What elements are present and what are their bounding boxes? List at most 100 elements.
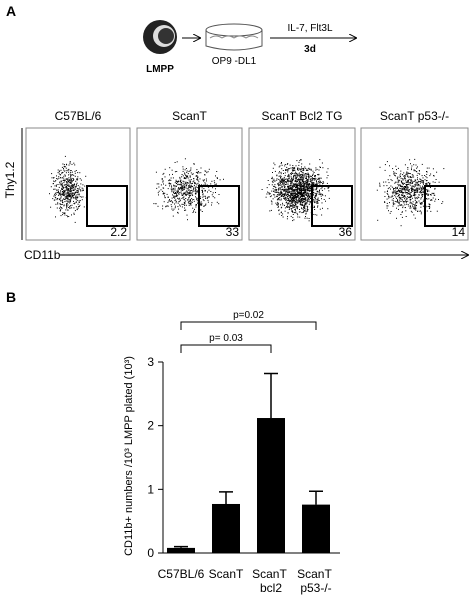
event-dot (282, 195, 284, 197)
event-dot (216, 171, 218, 172)
event-dot (393, 171, 395, 173)
event-dot (288, 194, 289, 196)
event-dot (379, 185, 381, 187)
event-dot (323, 199, 325, 200)
event-dot (416, 191, 418, 193)
event-dot (69, 199, 71, 201)
event-dot (71, 184, 73, 186)
event-dot (398, 191, 400, 193)
event-dot (290, 176, 292, 178)
event-dot (296, 174, 298, 175)
event-dot (192, 191, 194, 193)
event-dot (68, 189, 70, 191)
event-dot (178, 187, 180, 188)
event-dot (293, 183, 295, 185)
event-dot (191, 173, 193, 175)
event-dot (76, 191, 78, 193)
event-dot (426, 177, 428, 179)
event-dot (415, 171, 417, 172)
event-dot (296, 179, 298, 181)
event-dot (401, 189, 403, 190)
event-dot (175, 195, 177, 197)
event-dot (65, 197, 67, 199)
event-dot (292, 198, 294, 200)
event-dot (78, 201, 80, 203)
event-dot (397, 187, 398, 189)
event-dot (66, 215, 68, 216)
event-dot (60, 194, 62, 196)
event-dot (296, 194, 298, 196)
event-dot (261, 189, 263, 190)
event-dot (71, 186, 73, 188)
event-dot (310, 169, 312, 171)
event-dot (395, 175, 396, 177)
event-dot (70, 170, 72, 171)
event-dot (301, 178, 303, 180)
event-dot (188, 192, 190, 194)
event-dot (66, 178, 68, 180)
event-dot (188, 185, 190, 187)
event-dot (411, 188, 413, 190)
event-dot (64, 170, 66, 172)
event-dot (436, 210, 438, 212)
event-dot (61, 166, 63, 168)
event-dot (283, 179, 285, 181)
event-dot (57, 178, 59, 180)
event-dot (421, 175, 423, 177)
event-dot (291, 188, 293, 190)
event-dot (68, 190, 70, 192)
event-dot (186, 214, 188, 216)
event-dot (392, 205, 394, 207)
event-dots (376, 158, 445, 227)
event-dot (78, 193, 80, 195)
event-dot (308, 198, 310, 200)
event-dot (304, 205, 306, 206)
event-dot (288, 185, 290, 187)
event-dot (185, 193, 186, 195)
event-dot (420, 192, 422, 194)
event-dot (412, 188, 414, 190)
event-dot (308, 186, 310, 188)
event-dot (435, 179, 437, 180)
event-dot (300, 174, 302, 176)
event-dot (185, 200, 187, 202)
event-dot (71, 204, 73, 206)
event-dot (302, 175, 304, 177)
event-dot (302, 194, 304, 196)
event-dot (281, 192, 282, 194)
event-dot (180, 190, 182, 192)
event-dot (272, 167, 274, 169)
event-dot (296, 206, 298, 208)
event-dot (279, 175, 281, 177)
event-dot (157, 205, 159, 207)
event-dot (401, 178, 403, 180)
event-dot (284, 185, 286, 187)
event-dot (279, 183, 281, 185)
event-dot (271, 178, 273, 179)
event-dot (201, 184, 203, 186)
event-dot (393, 203, 394, 205)
event-dot (70, 182, 72, 184)
event-dot (76, 191, 77, 193)
event-dot (309, 163, 311, 165)
event-dot (176, 181, 178, 183)
event-dot (291, 183, 293, 185)
event-dot (307, 181, 308, 183)
gate-percent: 2.2 (110, 225, 127, 239)
event-dot (72, 186, 74, 188)
event-dot (312, 170, 314, 172)
event-dot (65, 170, 67, 172)
event-dot (415, 208, 417, 210)
event-dot (406, 198, 408, 200)
event-dot (214, 182, 216, 184)
event-dot (273, 190, 274, 192)
event-dot (269, 196, 271, 198)
event-dot (297, 199, 299, 201)
event-dot (67, 193, 69, 195)
event-dot (188, 182, 190, 184)
event-dot (300, 169, 302, 171)
event-dot (321, 187, 323, 189)
event-dot (283, 181, 285, 183)
event-dot (71, 214, 72, 216)
event-dot (405, 186, 407, 187)
